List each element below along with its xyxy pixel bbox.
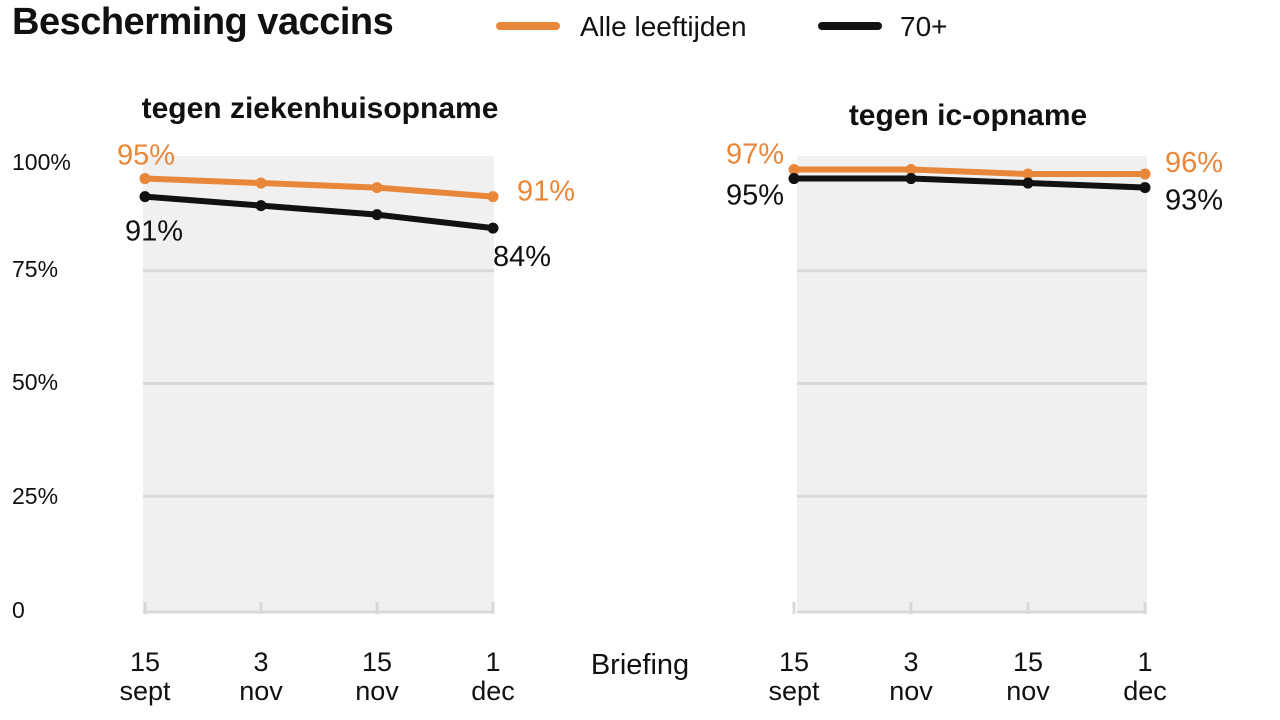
ic-data-label-end: 96% xyxy=(1165,147,1223,179)
ic-data-point-all-ages xyxy=(905,164,917,176)
hospital-data-point-70-plus xyxy=(139,191,151,203)
legend-label-all-ages: Alle leeftijden xyxy=(580,11,747,42)
hospital-y-tick-label: 50% xyxy=(12,369,58,395)
hospital-y-tick-label: 100% xyxy=(12,149,71,175)
legend-swatch-70-plus xyxy=(818,22,882,30)
hospital-series-line-all-ages xyxy=(142,175,496,200)
hospital-x-tick-label-month: nov xyxy=(239,676,283,706)
ic-data-point-70-plus xyxy=(1022,177,1034,189)
hospital-x-tick-label-day: 1 xyxy=(485,647,500,677)
hospital-data-point-all-ages xyxy=(371,182,383,194)
hospital-x-tick-label-day: 15 xyxy=(362,647,392,677)
hospital-data-label-start: 95% xyxy=(117,140,175,172)
ic-x-tick-label-month: nov xyxy=(1006,676,1050,706)
x-axis-title: Briefing xyxy=(591,649,689,681)
ic-x-tick-label-day: 15 xyxy=(1013,647,1043,677)
ic-data-point-all-ages xyxy=(788,164,800,176)
hospital-x-tick-label-month: sept xyxy=(119,676,171,706)
ic-data-point-70-plus xyxy=(788,173,800,185)
ic-data-point-all-ages xyxy=(1139,168,1151,180)
hospital-data-point-all-ages xyxy=(139,173,151,185)
ic-series-line-all-ages xyxy=(791,166,1148,178)
hospital-data-point-70-plus xyxy=(371,209,383,221)
hospital-x-tick-label-day: 15 xyxy=(130,647,160,677)
hospital-y-tick-label: 25% xyxy=(12,483,58,509)
ic-data-label-start: 95% xyxy=(726,180,784,212)
ic-x-tick-label-day: 15 xyxy=(779,647,809,677)
hospital-y-tick-label: 0 xyxy=(12,597,25,623)
chart-title: Bescherming vaccins xyxy=(12,1,394,43)
legend-label-70-plus: 70+ xyxy=(900,11,948,42)
ic-series-line-70-plus xyxy=(791,175,1148,191)
hospital-x-tick-label-month: dec xyxy=(471,676,515,706)
hospital-x-tick-label-day: 3 xyxy=(253,647,268,677)
hospital-data-label-end: 84% xyxy=(493,241,551,273)
hospital-data-point-all-ages xyxy=(487,191,499,203)
hospital-series-line-70-plus xyxy=(142,193,496,232)
ic-x-tick-label-day: 1 xyxy=(1137,647,1152,677)
ic-x-tick-label-month: dec xyxy=(1123,676,1167,706)
hospital-data-label-end: 91% xyxy=(517,176,575,208)
hospital-data-point-70-plus xyxy=(487,222,499,234)
ic-x-tick-label-day: 3 xyxy=(903,647,918,677)
ic-data-point-70-plus xyxy=(1139,182,1151,194)
hospital-y-tick-label: 75% xyxy=(12,256,58,282)
ic-data-point-all-ages xyxy=(1022,168,1034,180)
ic-x-tick-label-month: sept xyxy=(768,676,820,706)
ic-data-point-70-plus xyxy=(905,173,917,185)
hospital-data-point-70-plus xyxy=(255,200,267,212)
ic-x-tick-label-month: nov xyxy=(889,676,933,706)
hospital-x-tick-label-month: nov xyxy=(355,676,399,706)
ic-subtitle: tegen ic-opname xyxy=(849,99,1087,132)
hospital-data-point-all-ages xyxy=(255,177,267,189)
hospital-subtitle: tegen ziekenhuisopname xyxy=(142,92,499,125)
ic-data-label-end: 93% xyxy=(1165,185,1223,217)
ic-data-label-start: 97% xyxy=(726,139,784,171)
legend-swatch-all-ages xyxy=(496,22,560,30)
hospital-data-label-start: 91% xyxy=(125,216,183,248)
